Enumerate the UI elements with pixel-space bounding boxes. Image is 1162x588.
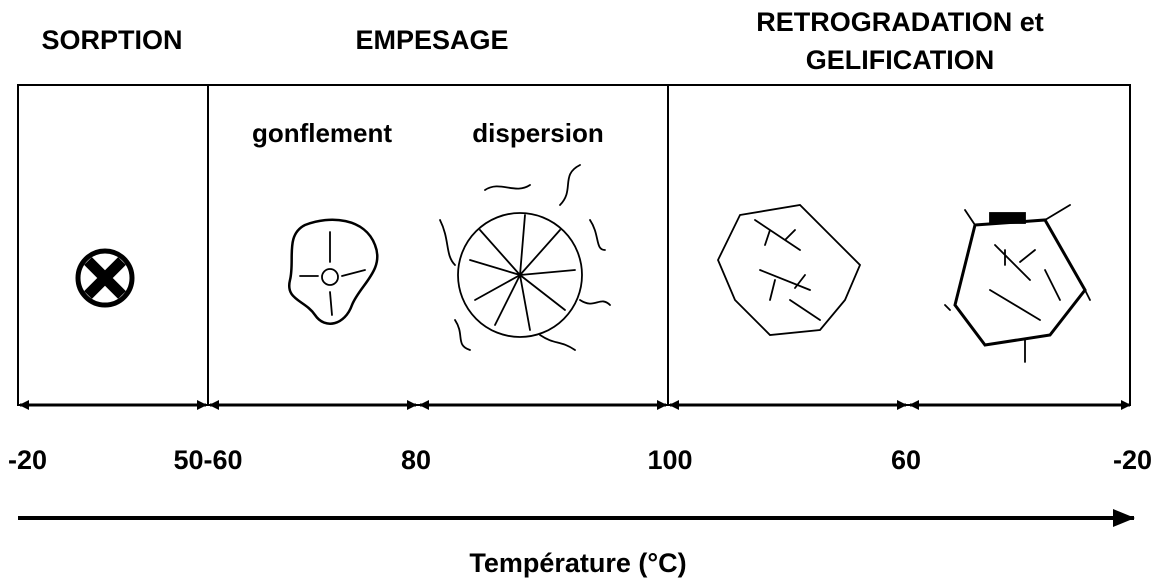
- temperature-label: 50-60: [173, 445, 242, 475]
- granule-swollen: [287, 218, 379, 325]
- phase-title: RETROGRADATION et: [756, 7, 1044, 37]
- temperature-label: -20: [8, 445, 47, 475]
- stage-label: gonflement: [252, 118, 392, 148]
- temperature-label: 80: [401, 445, 431, 475]
- phase-title: EMPESAGE: [355, 25, 508, 55]
- stage-label: dispersion: [472, 118, 603, 148]
- granule-native: [75, 248, 135, 308]
- axis-label: Température (°C): [469, 548, 686, 578]
- temperature-label: 100: [647, 445, 692, 475]
- temperature-label: 60: [891, 445, 921, 475]
- granule-dispersed: [439, 164, 611, 351]
- phase-title: SORPTION: [41, 25, 182, 55]
- granule-gel: [944, 204, 1091, 363]
- temperature-label: -20: [1113, 445, 1152, 475]
- granule-retrograded: [717, 204, 862, 336]
- phase-title: GELIFICATION: [806, 45, 995, 75]
